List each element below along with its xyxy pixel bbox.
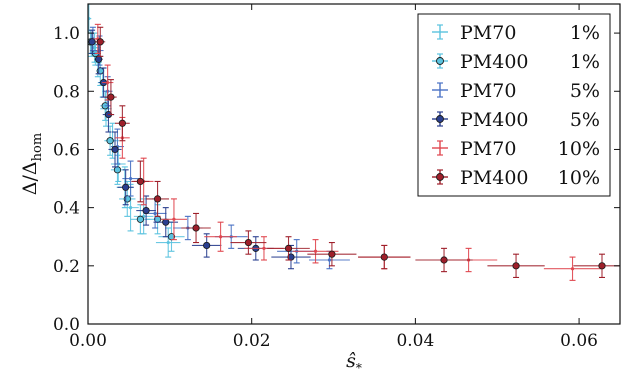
data-point bbox=[153, 211, 157, 216]
data-point bbox=[166, 240, 170, 245]
data-point bbox=[218, 235, 223, 239]
legend-series-name: PM400 bbox=[460, 51, 529, 73]
legend-marker-point bbox=[436, 173, 444, 181]
data-point bbox=[96, 38, 104, 46]
axis-ticks: 0.00 0.02 0.04 0.06 0.0 0.2 0.4 0.6 0.8 1.0 bbox=[53, 4, 620, 351]
legend-series-percent: 1% bbox=[570, 51, 600, 73]
data-point bbox=[284, 244, 293, 252]
data-point bbox=[106, 137, 114, 145]
data-point bbox=[570, 267, 575, 271]
legend-box bbox=[417, 13, 611, 197]
data-point bbox=[113, 166, 122, 174]
data-point bbox=[122, 183, 130, 191]
data-point bbox=[313, 249, 318, 253]
series-group bbox=[88, 29, 185, 252]
y-tick-label: 0.2 bbox=[53, 257, 80, 277]
data-point bbox=[327, 258, 332, 262]
data-point bbox=[106, 80, 110, 85]
data-point bbox=[111, 145, 119, 154]
data-point bbox=[380, 253, 388, 261]
y-tick-label: 0.0 bbox=[53, 315, 80, 335]
data-point bbox=[244, 238, 253, 247]
data-point bbox=[118, 119, 126, 127]
legend-series-percent: 10% bbox=[558, 167, 600, 189]
data-point bbox=[136, 215, 144, 223]
legend-series-name: PM400 bbox=[460, 167, 529, 189]
legend-series-name: PM70 bbox=[460, 138, 516, 160]
series-group bbox=[95, 26, 620, 279]
legend-series-percent: 10% bbox=[558, 138, 600, 160]
legend: PM70 1% PM400 1% PM70 5% PM400 5% PM70 10% PM400 10… bbox=[417, 13, 611, 197]
data-point bbox=[203, 241, 211, 250]
data-point bbox=[136, 177, 144, 186]
plot-frame bbox=[87, 3, 621, 325]
y-tick-label: 0.4 bbox=[53, 199, 80, 219]
y-tick-label: 0.8 bbox=[53, 82, 80, 102]
series-group bbox=[89, 26, 350, 270]
data-point bbox=[123, 195, 131, 203]
data-point bbox=[95, 55, 103, 63]
data-point bbox=[96, 67, 104, 75]
data-point bbox=[512, 262, 520, 270]
data-point bbox=[598, 262, 606, 270]
data-point bbox=[88, 16, 91, 21]
x-tick-label: 0.00 bbox=[69, 331, 107, 351]
data-point bbox=[153, 195, 162, 203]
y-axis-label-main: Δ/Δ bbox=[19, 161, 41, 195]
series-group bbox=[88, 29, 311, 270]
y-tick-label: 1.0 bbox=[53, 24, 80, 44]
data-point bbox=[162, 218, 170, 226]
data-point bbox=[142, 206, 150, 215]
legend-series-name: PM70 bbox=[460, 22, 516, 44]
x-axis-label-main: ŝ bbox=[346, 350, 356, 372]
y-tick-label: 0.6 bbox=[53, 140, 80, 160]
data-point bbox=[128, 176, 133, 181]
data-point bbox=[88, 38, 96, 46]
x-axis-label-sub: * bbox=[356, 361, 362, 375]
x-axis-label: ŝ* bbox=[346, 350, 362, 375]
legend-marker-point bbox=[436, 115, 444, 123]
legend-series-percent: 5% bbox=[570, 80, 600, 102]
data-point bbox=[262, 246, 266, 250]
x-tick-label: 0.06 bbox=[560, 331, 598, 351]
y-axis-label: Δ/Δhom bbox=[19, 133, 45, 195]
data-point bbox=[172, 217, 176, 221]
data-point bbox=[440, 256, 448, 264]
legend-series-name: PM70 bbox=[460, 80, 516, 102]
plot-content bbox=[88, 4, 620, 281]
legend-series-name: PM400 bbox=[460, 109, 529, 131]
data-layer bbox=[88, 4, 620, 281]
data-point bbox=[107, 93, 115, 101]
y-axis-label-sub: hom bbox=[30, 133, 45, 162]
legend-marker-point bbox=[436, 57, 444, 65]
data-point bbox=[328, 250, 336, 258]
legend-series-percent: 5% bbox=[570, 109, 600, 131]
x-tick-label: 0.02 bbox=[233, 331, 271, 351]
x-tick-label: 0.04 bbox=[396, 331, 434, 351]
data-point bbox=[128, 206, 133, 210]
data-point bbox=[192, 224, 200, 232]
legend-series-percent: 1% bbox=[570, 22, 600, 44]
